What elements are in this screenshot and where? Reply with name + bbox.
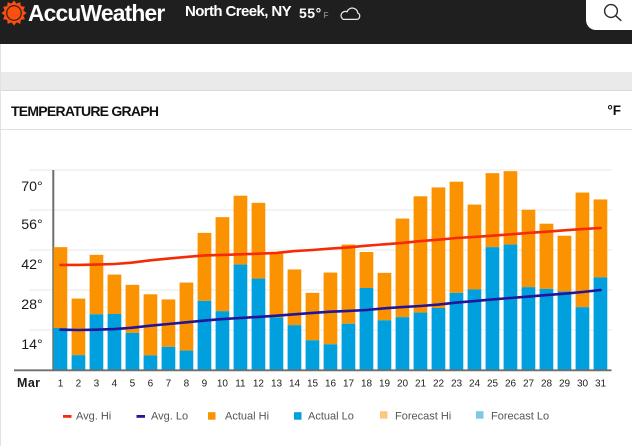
svg-text:6: 6 — [148, 379, 154, 390]
svg-text:14: 14 — [289, 379, 301, 390]
svg-text:4: 4 — [112, 379, 118, 390]
svg-text:10: 10 — [217, 379, 229, 390]
svg-text:25: 25 — [487, 379, 499, 390]
svg-text:Actual Hi: Actual Hi — [225, 410, 269, 422]
svg-text:13: 13 — [271, 379, 283, 390]
svg-text:Avg. Hi: Avg. Hi — [76, 410, 111, 422]
svg-text:Forecast Lo: Forecast Lo — [491, 410, 549, 422]
svg-text:20: 20 — [397, 379, 409, 390]
svg-text:70°: 70° — [21, 179, 42, 195]
svg-text:24: 24 — [469, 379, 481, 390]
svg-text:21: 21 — [415, 379, 427, 390]
svg-text:Actual Lo: Actual Lo — [308, 410, 354, 422]
svg-text:Forecast Hi: Forecast Hi — [395, 410, 451, 422]
svg-text:7: 7 — [166, 379, 172, 390]
svg-text:2: 2 — [76, 379, 82, 390]
svg-text:23: 23 — [451, 379, 463, 390]
svg-text:12: 12 — [253, 379, 265, 390]
svg-text:28°: 28° — [21, 297, 42, 313]
svg-text:28: 28 — [541, 379, 553, 390]
svg-text:16: 16 — [325, 379, 337, 390]
svg-text:29: 29 — [559, 379, 571, 390]
svg-text:18: 18 — [361, 379, 373, 390]
svg-text:56°: 56° — [21, 217, 42, 233]
svg-text:1: 1 — [58, 379, 64, 390]
svg-text:5: 5 — [130, 379, 136, 390]
svg-text:3: 3 — [94, 379, 100, 390]
svg-text:17: 17 — [343, 379, 355, 390]
svg-text:Mar: Mar — [17, 376, 40, 390]
svg-text:8: 8 — [184, 379, 190, 390]
svg-text:42°: 42° — [21, 257, 42, 273]
svg-text:27: 27 — [523, 379, 535, 390]
svg-text:30: 30 — [577, 379, 589, 390]
svg-text:11: 11 — [235, 379, 246, 390]
svg-text:Avg. Lo: Avg. Lo — [151, 410, 188, 422]
svg-text:22: 22 — [433, 379, 445, 390]
svg-text:31: 31 — [595, 379, 607, 390]
svg-text:14°: 14° — [21, 337, 42, 353]
svg-text:9: 9 — [202, 379, 208, 390]
svg-text:19: 19 — [379, 379, 391, 390]
svg-text:26: 26 — [505, 379, 517, 390]
svg-text:15: 15 — [307, 379, 319, 390]
